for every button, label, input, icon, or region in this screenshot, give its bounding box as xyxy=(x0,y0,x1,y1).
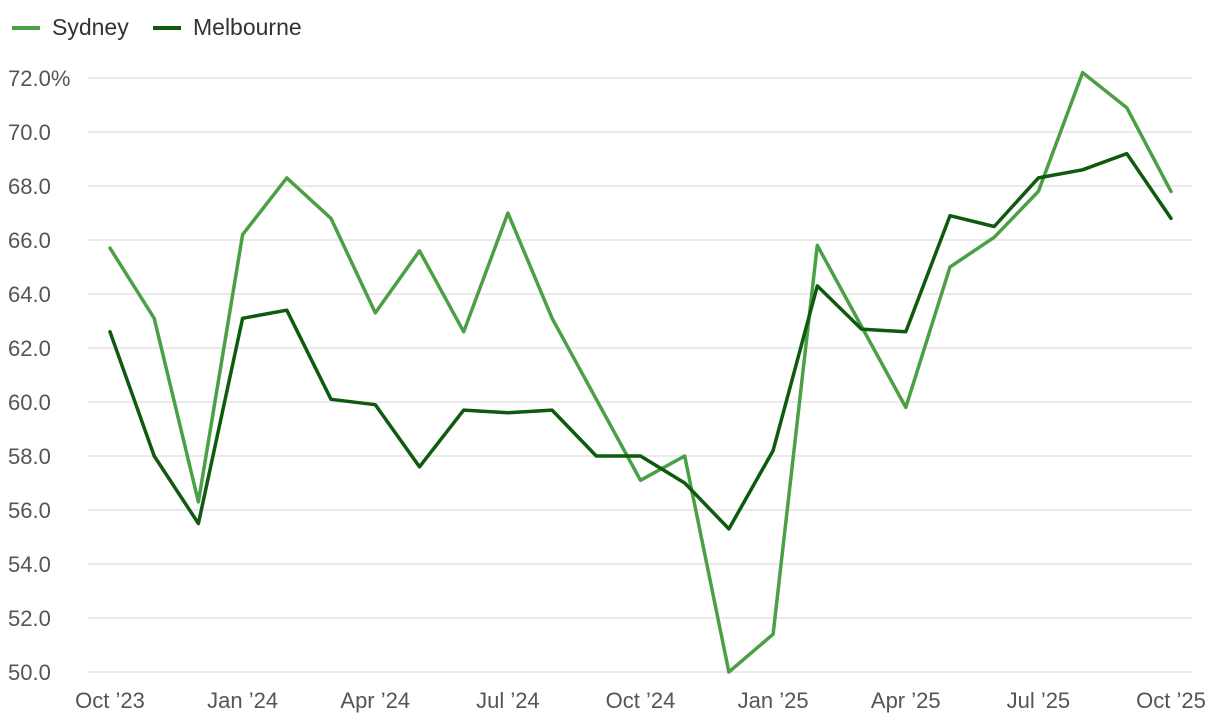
x-tick-label: Oct ’25 xyxy=(1136,688,1206,713)
y-tick-label: 70.0 xyxy=(8,120,51,145)
series-layer xyxy=(108,70,1173,674)
y-tick-label: 66.0 xyxy=(8,228,51,253)
x-tick-label: Apr ’25 xyxy=(871,688,941,713)
y-tick-label: 72.0% xyxy=(8,66,70,91)
x-tick-label: Jan ’24 xyxy=(207,688,278,713)
x-tick-label: Jan ’25 xyxy=(738,688,809,713)
y-tick-label: 50.0 xyxy=(8,660,51,685)
x-tick-label: Jul ’25 xyxy=(1007,688,1071,713)
legend-label-sydney: Sydney xyxy=(52,14,129,40)
y-axis-ticks: 72.0% 70.0 68.0 66.0 64.0 62.0 60.0 58.0 56.0 54.… xyxy=(8,66,70,685)
series-line-melbourne xyxy=(108,151,1173,531)
y-tick-label: 58.0 xyxy=(8,444,51,469)
grid-layer xyxy=(88,77,1192,673)
y-tick-label: 68.0 xyxy=(8,174,51,199)
y-tick-label: 52.0 xyxy=(8,606,51,631)
legend: Sydney Melbourne xyxy=(12,14,302,40)
y-tick-label: 54.0 xyxy=(8,552,51,577)
x-axis-ticks: Oct ’23 Jan ’24 Apr ’24 Jul ’24 Oct ’24 Jan ’… xyxy=(75,688,1206,713)
y-tick-label: 56.0 xyxy=(8,498,51,523)
y-tick-label: 60.0 xyxy=(8,390,51,415)
x-tick-label: Oct ’23 xyxy=(75,688,145,713)
x-tick-label: Apr ’24 xyxy=(340,688,410,713)
x-tick-label: Oct ’24 xyxy=(606,688,676,713)
x-tick-label: Jul ’24 xyxy=(476,688,540,713)
y-tick-label: 64.0 xyxy=(8,282,51,307)
y-tick-label: 62.0 xyxy=(8,336,51,361)
legend-label-melbourne: Melbourne xyxy=(193,14,302,40)
series-line-sydney xyxy=(108,70,1173,674)
